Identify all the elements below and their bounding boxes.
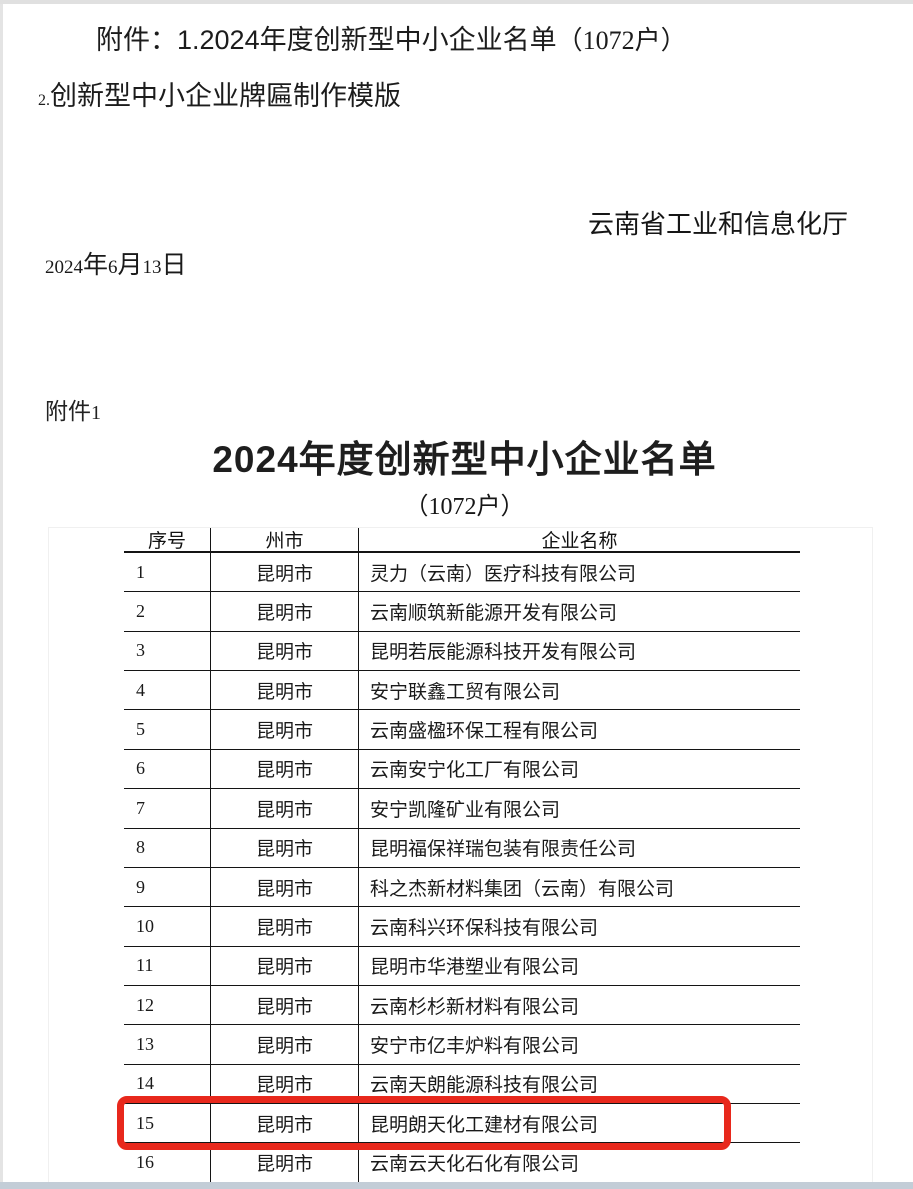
date-month: 6 <box>108 257 118 278</box>
cell-company: 昆明若辰能源科技开发有限公司 <box>370 642 637 664</box>
cell-serial: 7 <box>124 789 211 828</box>
cell-company: 灵力（云南）医疗科技有限公司 <box>370 563 637 585</box>
column-header-city: 州市 <box>211 528 359 552</box>
cell-company: 云南云天化石化有限公司 <box>370 1154 580 1176</box>
cell-company: 云南杉杉新材料有限公司 <box>370 996 580 1018</box>
table-row: 7 昆明市 安宁凯隆矿业有限公司 <box>124 789 800 829</box>
table-row: 8 昆明市 昆明福保祥瑞包装有限责任公司 <box>124 828 800 868</box>
table-row: 16 昆明市 云南云天化石化有限公司 <box>124 1143 800 1183</box>
date-year: 2024 <box>45 257 83 278</box>
table-row: 12 昆明市 云南杉杉新材料有限公司 <box>124 985 800 1026</box>
cell-company: 安宁凯隆矿业有限公司 <box>370 799 561 821</box>
list-subtitle: （1072户） <box>404 494 525 520</box>
cell-city: 昆明市 <box>211 1104 359 1143</box>
cell-serial: 14 <box>124 1064 211 1104</box>
cell-city: 昆明市 <box>211 907 359 946</box>
table-header-row: 序号 州市 企业名称 <box>124 528 800 553</box>
cell-serial: 8 <box>124 828 211 867</box>
cell-serial: 6 <box>124 749 211 789</box>
table-row: 2 昆明市 云南顺筑新能源开发有限公司 <box>124 592 800 632</box>
cell-serial: 3 <box>124 631 211 671</box>
cell-serial: 2 <box>124 592 211 631</box>
table-row: 4 昆明市 安宁联鑫工贸有限公司 <box>124 671 800 711</box>
cell-serial: 9 <box>124 867 211 907</box>
table-row: 6 昆明市 云南安宁化工厂有限公司 <box>124 749 800 790</box>
cell-serial: 10 <box>124 907 211 946</box>
cell-company: 云南安宁化工厂有限公司 <box>370 760 580 782</box>
cell-serial: 4 <box>124 671 211 710</box>
document-date: 2024年6月13日 <box>45 245 187 281</box>
table-row: 3 昆明市 昆明若辰能源科技开发有限公司 <box>124 631 800 672</box>
list-title: 2024年度创新型中小企业名单 <box>212 439 717 480</box>
attachment-note-line2-number: 2. <box>38 92 50 109</box>
cell-serial: 15 <box>124 1104 211 1143</box>
cell-city: 昆明市 <box>211 867 359 907</box>
cell-city: 昆明市 <box>211 789 359 828</box>
attachment-1-label: 附件1 <box>45 392 101 426</box>
cell-company: 昆明福保祥瑞包装有限责任公司 <box>370 839 637 861</box>
page-top-edge <box>0 0 913 4</box>
cell-company: 云南天朗能源科技有限公司 <box>370 1075 599 1097</box>
attachment-1-label-number: 1 <box>91 402 101 424</box>
table-row-highlighted: 15 昆明市 昆明朗天化工建材有限公司 <box>124 1104 800 1144</box>
date-day: 13 <box>142 257 162 278</box>
cell-serial: 16 <box>124 1143 211 1182</box>
cell-company: 昆明朗天化工建材有限公司 <box>370 1114 599 1136</box>
date-month-unit: 月 <box>117 251 143 279</box>
cell-company: 昆明市华港塑业有限公司 <box>370 957 580 979</box>
table-row: 10 昆明市 云南科兴环保科技有限公司 <box>124 907 800 947</box>
attachment-note-line2-text: 创新型中小企业牌匾制作模版 <box>50 81 401 111</box>
cell-city: 昆明市 <box>211 946 359 985</box>
cell-company: 云南盛楹环保工程有限公司 <box>370 721 599 743</box>
table-frame: 序号 州市 企业名称 1 昆明市 灵力（云南）医疗科技有限公司 2 昆明市 云南顺筑新能源… <box>48 527 873 1189</box>
cell-city: 昆明市 <box>211 553 359 592</box>
cell-city: 昆明市 <box>211 710 359 749</box>
attachment-note-line2: 2.创新型中小企业牌匾制作模版 <box>38 74 401 113</box>
table-row: 9 昆明市 科之杰新材料集团（云南）有限公司 <box>124 867 800 908</box>
column-header-serial: 序号 <box>124 528 211 552</box>
page-bottom-edge <box>0 1182 913 1189</box>
cell-city: 昆明市 <box>211 1143 359 1182</box>
table-row: 1 昆明市 灵力（云南）医疗科技有限公司 <box>124 553 800 593</box>
cell-serial: 1 <box>124 553 211 592</box>
cell-serial: 12 <box>124 985 211 1025</box>
attachment-note-line1-count: （1072户） <box>556 26 687 55</box>
column-header-company: 企业名称 <box>541 531 618 552</box>
cell-serial: 5 <box>124 710 211 749</box>
cell-city: 昆明市 <box>211 749 359 789</box>
cell-city: 昆明市 <box>211 1025 359 1064</box>
company-table: 序号 州市 企业名称 1 昆明市 灵力（云南）医疗科技有限公司 2 昆明市 云南顺筑新能源… <box>124 528 800 1183</box>
cell-company: 安宁联鑫工贸有限公司 <box>370 681 561 703</box>
date-day-unit: 日 <box>161 251 187 279</box>
cell-city: 昆明市 <box>211 828 359 867</box>
attachment-1-label-text: 附件 <box>45 398 91 424</box>
cell-company: 云南科兴环保科技有限公司 <box>370 917 599 939</box>
cell-serial: 11 <box>124 946 211 985</box>
cell-city: 昆明市 <box>211 985 359 1025</box>
cell-city: 昆明市 <box>211 592 359 631</box>
table-row: 11 昆明市 昆明市华港塑业有限公司 <box>124 946 800 986</box>
table-row: 13 昆明市 安宁市亿丰炉料有限公司 <box>124 1025 800 1065</box>
cell-serial: 13 <box>124 1025 211 1064</box>
attachment-note-line1-main: 附件：1.2024年度创新型中小企业名单 <box>96 25 557 55</box>
table-body: 1 昆明市 灵力（云南）医疗科技有限公司 2 昆明市 云南顺筑新能源开发有限公司 3 昆明市昆… <box>124 553 800 1183</box>
cell-company: 科之杰新材料集团（云南）有限公司 <box>370 878 675 900</box>
cell-city: 昆明市 <box>211 1064 359 1104</box>
page-left-edge <box>0 4 3 1189</box>
date-year-unit: 年 <box>83 251 109 279</box>
cell-company: 云南顺筑新能源开发有限公司 <box>370 603 618 625</box>
cell-city: 昆明市 <box>211 671 359 710</box>
attachment-note-line1: 附件：1.2024年度创新型中小企业名单（1072户） <box>96 18 687 57</box>
table-row: 14 昆明市 云南天朗能源科技有限公司 <box>124 1064 800 1105</box>
cell-company: 安宁市亿丰炉料有限公司 <box>370 1035 580 1057</box>
issuing-agency: 云南省工业和信息化厅 <box>588 209 849 239</box>
table-row: 5 昆明市 云南盛楹环保工程有限公司 <box>124 710 800 750</box>
cell-city: 昆明市 <box>211 631 359 671</box>
